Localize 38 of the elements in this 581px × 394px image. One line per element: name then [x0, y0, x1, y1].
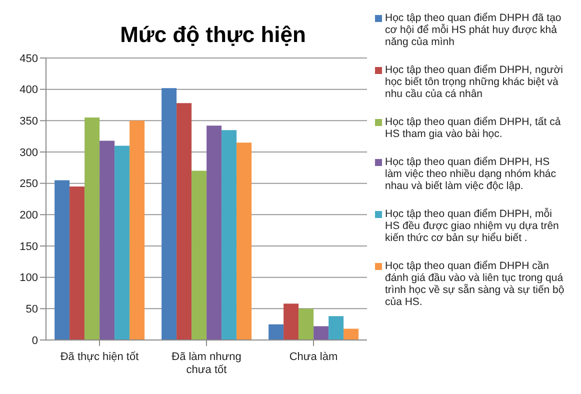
y-tick-label: 300 — [20, 146, 38, 159]
bar — [130, 120, 145, 340]
bar — [176, 103, 192, 340]
y-tick-label: 250 — [20, 178, 38, 190]
y-tick-label: 100 — [20, 272, 38, 284]
bar — [114, 146, 130, 340]
y-tick-label: 150 — [20, 240, 38, 253]
bar — [328, 316, 344, 340]
y-tick-label: 450 — [20, 52, 38, 65]
legend-label: Học tập theo quan điểm DHPH đã tạo cơ hội để mỗi HS phát huy được khả năng của mình — [385, 12, 562, 48]
x-tick-label: Đã thực hiện tốt — [60, 351, 139, 363]
legend-label: Học tập theo quan điểm DHPH, mỗi HS đều được giao nhiệm vụ dựa trên kiến thức cơ bản sự hiểu biết . — [385, 208, 560, 244]
bar — [54, 180, 70, 340]
legend-label: Học tập theo quan điểm DHPH, tất cả HS tham gia vào bài học. — [385, 116, 562, 140]
bar — [284, 304, 299, 340]
y-tick-label: 50 — [26, 304, 38, 316]
bar — [162, 88, 177, 340]
bar — [236, 142, 252, 340]
x-tick-label: Chưa làm — [289, 351, 338, 363]
chart-title: Mức độ thực hiện — [119, 22, 307, 48]
bar — [344, 328, 359, 340]
bar — [192, 170, 207, 340]
bar — [314, 326, 329, 340]
bar — [84, 118, 100, 340]
bar — [100, 140, 115, 340]
legend-label: Học tập theo quan điểm DHPH, HS làm việc theo nhiều dạng nhóm khác nhau và biết làm việc độc lập. — [385, 156, 558, 192]
x-tick-label: Đã làm nhưng chưa tốt — [172, 351, 242, 376]
y-tick-label: 0 — [32, 334, 38, 347]
bar — [222, 130, 237, 340]
legend-label: Học tập theo quan điểm DHPH, người học biết tôn trọng những khác biệt và nhu cầu của cá nhân — [385, 64, 564, 100]
bar — [206, 126, 222, 340]
y-tick-label: 350 — [20, 116, 38, 128]
bar — [268, 324, 284, 340]
y-tick-label: 200 — [20, 210, 38, 222]
bar — [70, 186, 85, 340]
bar — [298, 308, 314, 340]
y-tick-label: 400 — [20, 84, 38, 96]
legend-label: Học tập theo quan điểm DHPH cần đánh giá đầu vào và liên tục trong quá trình học về sự sẵn sàng và sự tiến bộ của HS. — [385, 260, 565, 308]
